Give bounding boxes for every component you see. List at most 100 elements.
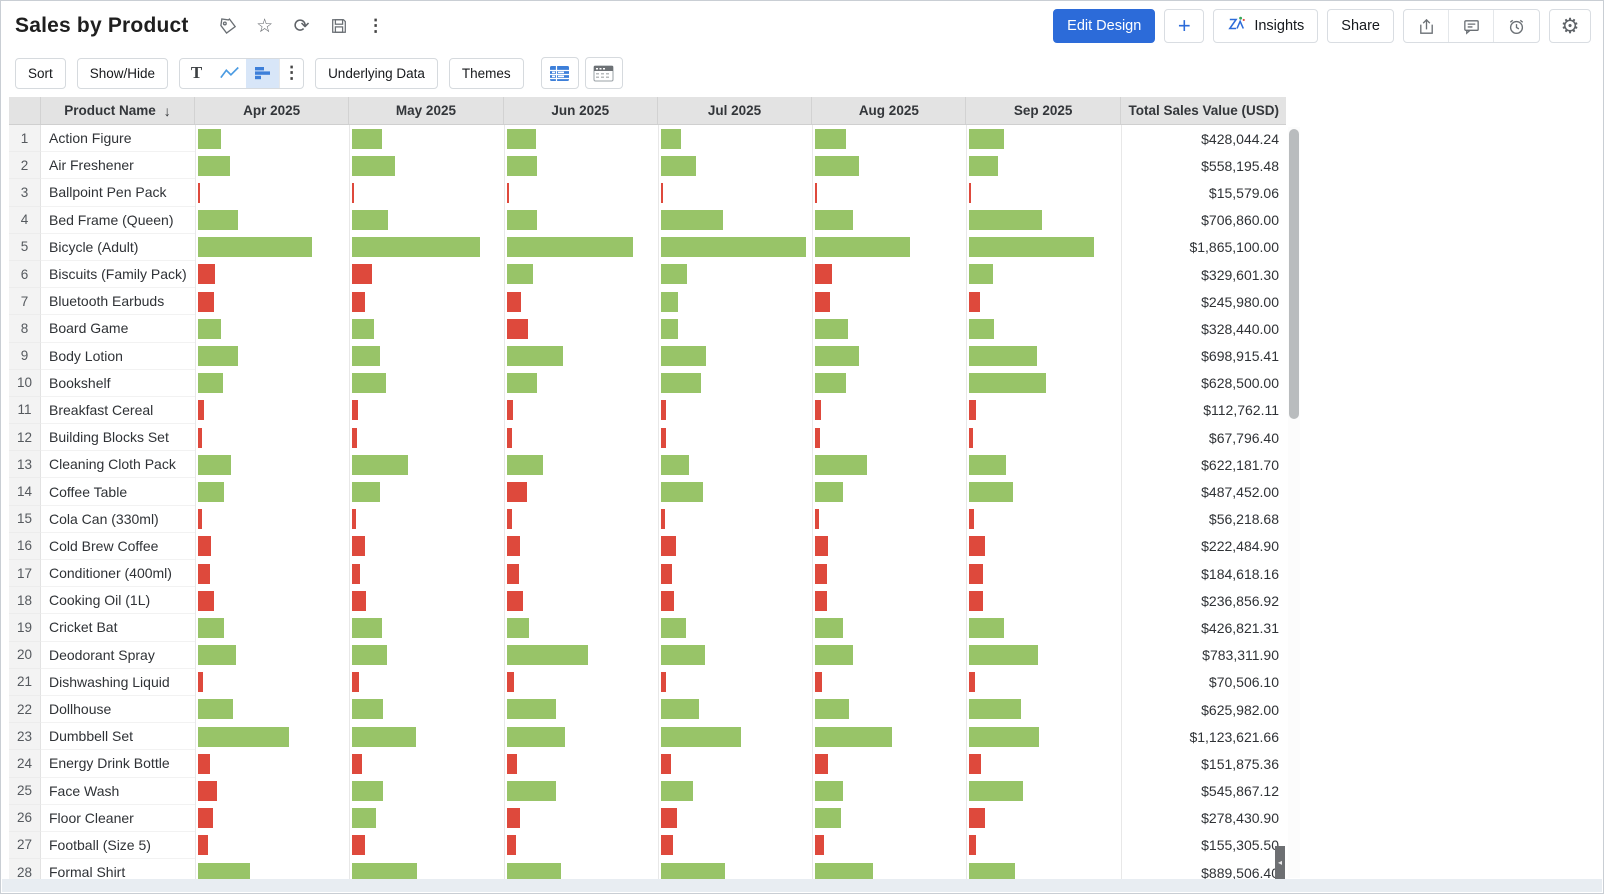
sales-bar-positive[interactable] xyxy=(352,373,387,394)
refresh-icon[interactable]: ⟳ xyxy=(293,15,310,37)
sales-bar-positive[interactable] xyxy=(815,128,847,149)
sales-bar-positive[interactable] xyxy=(198,481,224,502)
favorite-star-icon[interactable]: ☆ xyxy=(256,15,274,37)
sales-bar-negative[interactable] xyxy=(660,509,665,530)
sales-bar-negative[interactable] xyxy=(969,672,976,693)
sales-bar-negative[interactable] xyxy=(815,509,820,530)
edit-design-button[interactable]: Edit Design xyxy=(1053,9,1156,43)
sales-bar-negative[interactable] xyxy=(969,536,986,557)
sales-bar-positive[interactable] xyxy=(660,617,686,638)
sales-bar-negative[interactable] xyxy=(198,563,210,584)
sales-bar-positive[interactable] xyxy=(198,373,223,394)
sales-bar-positive[interactable] xyxy=(660,699,699,720)
sales-bar-negative[interactable] xyxy=(660,182,663,203)
sales-bar-positive[interactable] xyxy=(506,237,633,258)
more-options-icon[interactable]: ⋮ xyxy=(367,16,385,35)
sales-bar-negative[interactable] xyxy=(198,835,208,856)
sales-bar-negative[interactable] xyxy=(506,563,519,584)
sales-bar-negative[interactable] xyxy=(352,753,363,774)
sales-bar-negative[interactable] xyxy=(660,808,677,829)
sales-bar-negative[interactable] xyxy=(969,427,974,448)
sales-bar-negative[interactable] xyxy=(506,400,513,421)
sales-bar-positive[interactable] xyxy=(815,155,860,176)
underlying-data-button[interactable]: Underlying Data xyxy=(315,57,438,89)
settings-button[interactable]: ⚙ xyxy=(1549,9,1591,43)
sales-bar-negative[interactable] xyxy=(969,835,977,856)
sales-bar-negative[interactable] xyxy=(815,835,825,856)
sales-bar-positive[interactable] xyxy=(969,726,1040,747)
sales-bar-positive[interactable] xyxy=(815,237,911,258)
sales-bar-negative[interactable] xyxy=(352,182,355,203)
sales-bar-negative[interactable] xyxy=(506,672,514,693)
sales-bar-positive[interactable] xyxy=(815,346,860,366)
sales-bar-negative[interactable] xyxy=(198,291,214,312)
sales-bar-positive[interactable] xyxy=(198,726,289,747)
sales-bar-positive[interactable] xyxy=(969,264,994,285)
sales-bar-positive[interactable] xyxy=(352,155,396,176)
sales-bar-negative[interactable] xyxy=(506,182,509,203)
sales-bar-negative[interactable] xyxy=(352,291,366,312)
sales-bar-negative[interactable] xyxy=(506,753,517,774)
sales-bar-positive[interactable] xyxy=(352,617,383,638)
column-header-jun-2025[interactable]: Jun 2025 xyxy=(504,97,658,124)
sales-bar-positive[interactable] xyxy=(506,373,537,394)
sales-bar-positive[interactable] xyxy=(198,237,312,258)
sales-bar-negative[interactable] xyxy=(506,590,523,611)
sales-bar-negative[interactable] xyxy=(352,264,373,285)
sales-bar-positive[interactable] xyxy=(352,645,388,666)
column-header-jul-2025[interactable]: Jul 2025 xyxy=(658,97,813,124)
sort-button[interactable]: Sort xyxy=(15,57,66,89)
insights-button[interactable]: Insights xyxy=(1213,9,1319,43)
sales-bar-negative[interactable] xyxy=(815,753,829,774)
sales-bar-negative[interactable] xyxy=(660,835,673,856)
sales-bar-negative[interactable] xyxy=(660,563,672,584)
sales-bar-positive[interactable] xyxy=(660,645,705,666)
sales-bar-positive[interactable] xyxy=(815,862,874,879)
sales-bar-positive[interactable] xyxy=(815,726,893,747)
sales-bar-positive[interactable] xyxy=(660,210,723,231)
sales-bar-negative[interactable] xyxy=(352,400,359,421)
sales-bar-positive[interactable] xyxy=(969,699,1022,720)
sales-bar-positive[interactable] xyxy=(506,155,537,176)
sales-bar-negative[interactable] xyxy=(506,835,516,856)
tag-icon[interactable] xyxy=(217,15,239,37)
sales-bar-positive[interactable] xyxy=(660,128,681,149)
sales-bar-negative[interactable] xyxy=(815,400,822,421)
sales-bar-negative[interactable] xyxy=(969,400,977,421)
sales-bar-negative[interactable] xyxy=(969,753,982,774)
alerts-clock-icon[interactable] xyxy=(1494,10,1539,42)
sales-bar-negative[interactable] xyxy=(660,536,676,557)
sparkline-style-option[interactable] xyxy=(213,59,246,88)
sales-bar-positive[interactable] xyxy=(352,726,417,747)
sales-bar-positive[interactable] xyxy=(506,617,529,638)
sales-bar-positive[interactable] xyxy=(352,699,384,720)
sales-bar-positive[interactable] xyxy=(969,617,1005,638)
sales-bar-positive[interactable] xyxy=(198,128,221,149)
sales-bar-positive[interactable] xyxy=(815,645,854,666)
sales-bar-positive[interactable] xyxy=(506,726,565,747)
column-header-apr-2025[interactable]: Apr 2025 xyxy=(195,97,350,124)
sales-bar-negative[interactable] xyxy=(198,781,217,801)
sales-bar-negative[interactable] xyxy=(352,590,367,611)
sales-bar-negative[interactable] xyxy=(352,672,360,693)
sales-bar-positive[interactable] xyxy=(969,128,1005,149)
bar-style-option-selected[interactable] xyxy=(246,58,280,88)
sales-bar-positive[interactable] xyxy=(660,237,806,258)
sales-bar-positive[interactable] xyxy=(506,264,533,285)
sales-bar-positive[interactable] xyxy=(660,264,687,285)
sales-bar-positive[interactable] xyxy=(352,128,383,149)
sales-bar-positive[interactable] xyxy=(969,481,1014,502)
show-hide-button[interactable]: Show/Hide xyxy=(76,57,169,89)
sales-bar-negative[interactable] xyxy=(815,590,828,611)
sales-bar-positive[interactable] xyxy=(660,454,689,475)
sales-bar-positive[interactable] xyxy=(969,237,1095,258)
sales-bar-positive[interactable] xyxy=(506,781,556,801)
sales-bar-negative[interactable] xyxy=(815,291,831,312)
sales-bar-positive[interactable] xyxy=(198,346,238,366)
sales-bar-positive[interactable] xyxy=(352,808,377,829)
sales-bar-negative[interactable] xyxy=(969,563,984,584)
sales-bar-negative[interactable] xyxy=(506,536,520,557)
sales-bar-positive[interactable] xyxy=(506,454,543,475)
sales-bar-positive[interactable] xyxy=(506,210,537,231)
sales-bar-positive[interactable] xyxy=(352,318,375,339)
